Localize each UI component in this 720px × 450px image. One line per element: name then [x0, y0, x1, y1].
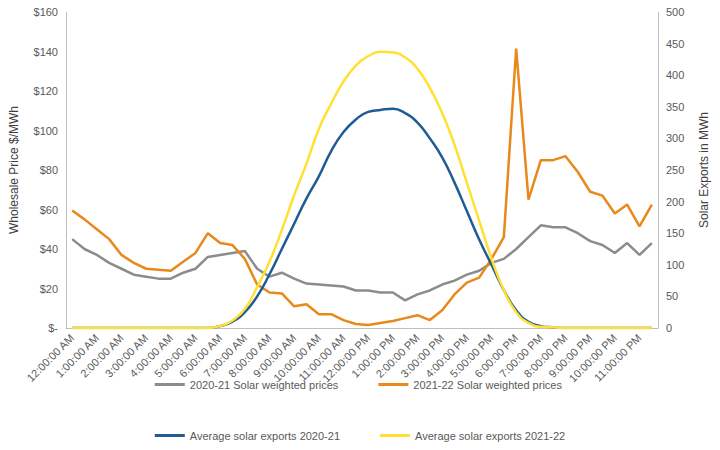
svg-text:Average solar exports 2020-21: Average solar exports 2020-21 [190, 430, 340, 442]
svg-text:2:00:00 AM: 2:00:00 AM [78, 331, 126, 380]
svg-text:250: 250 [666, 164, 684, 176]
svg-text:2021-22 Solar weighted prices: 2021-22 Solar weighted prices [413, 379, 562, 391]
svg-text:6:00:00 AM: 6:00:00 AM [176, 331, 225, 380]
svg-text:1:00:00 AM: 1:00:00 AM [53, 331, 102, 380]
svg-text:$120: $120 [34, 85, 58, 97]
svg-text:11:00:00 AM: 11:00:00 AM [296, 331, 348, 384]
svg-text:7:00:00 AM: 7:00:00 AM [201, 331, 250, 380]
svg-text:2020-21 Solar weighted prices: 2020-21 Solar weighted prices [190, 379, 339, 391]
svg-text:4:00:00 AM: 4:00:00 AM [127, 331, 176, 380]
svg-text:$100: $100 [34, 125, 58, 137]
svg-text:100: 100 [666, 259, 684, 271]
svg-text:200: 200 [666, 196, 684, 208]
svg-text:7:00:00 PM: 7:00:00 PM [496, 331, 546, 380]
svg-text:9:00:00 PM: 9:00:00 PM [546, 331, 595, 380]
svg-text:8:00:00 PM: 8:00:00 PM [521, 331, 570, 380]
svg-text:$40: $40 [40, 243, 58, 255]
svg-text:Wholesale Price $/MWh: Wholesale Price $/MWh [7, 106, 21, 234]
svg-text:1:00:00 PM: 1:00:00 PM [348, 331, 398, 380]
svg-text:Solar Exports in MWh: Solar Exports in MWh [697, 112, 711, 228]
svg-text:3:00:00 PM: 3:00:00 PM [398, 331, 447, 380]
svg-text:0: 0 [666, 322, 672, 334]
svg-text:9:00:00 AM: 9:00:00 AM [250, 331, 299, 380]
svg-text:4:00:00 PM: 4:00:00 PM [422, 331, 472, 380]
svg-text:350: 350 [666, 101, 684, 113]
svg-text:$80: $80 [40, 164, 58, 176]
svg-text:400: 400 [666, 69, 684, 81]
svg-text:5:00:00 PM: 5:00:00 PM [447, 331, 496, 380]
svg-text:12:00:00 AM: 12:00:00 AM [24, 331, 77, 384]
svg-text:150: 150 [666, 227, 684, 239]
svg-text:$60: $60 [40, 204, 58, 216]
svg-text:450: 450 [666, 38, 684, 50]
svg-text:Average solar exports 2021-22: Average solar exports 2021-22 [415, 430, 565, 442]
svg-text:$140: $140 [34, 46, 58, 58]
svg-text:2:00:00 PM: 2:00:00 PM [373, 331, 422, 380]
svg-text:10:00:00 AM: 10:00:00 AM [271, 331, 324, 384]
svg-text:$20: $20 [40, 283, 58, 295]
svg-text:6:00:00 PM: 6:00:00 PM [472, 331, 521, 380]
svg-text:50: 50 [666, 290, 678, 302]
svg-text:$-: $- [48, 322, 58, 334]
svg-text:8:00:00 AM: 8:00:00 AM [226, 331, 274, 380]
svg-text:12:00:00 PM: 12:00:00 PM [319, 331, 373, 385]
svg-text:300: 300 [666, 132, 684, 144]
svg-text:10:00:00 PM: 10:00:00 PM [566, 331, 620, 385]
svg-text:11:00:00 PM: 11:00:00 PM [592, 332, 644, 384]
svg-text:5:00:00 AM: 5:00:00 AM [152, 331, 200, 380]
svg-text:3:00:00 AM: 3:00:00 AM [102, 331, 151, 380]
svg-text:500: 500 [666, 6, 684, 18]
svg-text:$160: $160 [34, 6, 58, 18]
